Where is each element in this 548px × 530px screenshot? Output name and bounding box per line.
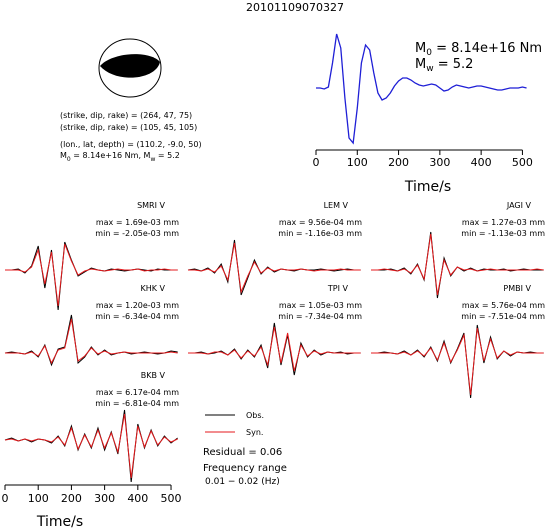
min-label: min = -6.81e-04 mm (95, 399, 179, 408)
mechanism-line: (strike, dip, rake) = (264, 47, 75) (60, 111, 192, 120)
max-label: max = 1.27e-03 mm (462, 218, 545, 227)
trace (188, 322, 361, 376)
text-part: = 5.2 (155, 151, 180, 160)
subscript: 0 (426, 48, 432, 58)
station-name: PMBI V (503, 284, 531, 293)
x-tick-label: 200 (388, 156, 409, 169)
text-part: M (415, 41, 426, 56)
text-part: = 8.14e+16 Nm (432, 41, 542, 56)
x-tick-label: 400 (127, 492, 148, 505)
min-label: min = -2.05e-03 mm (95, 229, 179, 238)
figure-title: 20101109070327 (246, 1, 344, 14)
station-name: LEM V (324, 201, 349, 210)
trace (316, 33, 527, 145)
mechanism-line: (strike, dip, rake) = (105, 45, 105) (60, 123, 197, 132)
x-tick-label: 300 (429, 156, 450, 169)
station-name: SMRI V (137, 201, 165, 210)
station-name: KHK V (140, 284, 165, 293)
trace (4, 413, 178, 479)
x-tick-label: 500 (512, 156, 533, 169)
mechanism-line: (lon., lat, depth) = (110.2, -9.0, 50) (60, 140, 202, 149)
min-label: min = -7.51e-04 mm (461, 312, 545, 321)
annotation: Mw = 5.2 (415, 57, 473, 74)
station-name: JAGI V (506, 201, 532, 210)
annotation: M0 = 8.14e+16 Nm (415, 41, 542, 58)
x-tick-label: 300 (94, 492, 115, 505)
x-axis-label: Time/s (404, 179, 451, 195)
max-label: max = 1.20e-03 mm (96, 301, 179, 310)
x-tick-label: 100 (28, 492, 49, 505)
x-tick-label: 500 (161, 492, 182, 505)
text-part: M (415, 57, 426, 72)
trace (5, 318, 178, 365)
x-tick-label: 100 (347, 156, 368, 169)
min-label: min = -1.13e-03 mm (461, 229, 545, 238)
trace (188, 242, 361, 294)
station-name: TPI V (327, 284, 349, 293)
trace (5, 243, 178, 307)
x-tick-label: 200 (61, 492, 82, 505)
legend-label: Obs. (246, 411, 264, 420)
trace (371, 233, 544, 296)
min-label: min = -6.34e-04 mm (95, 312, 179, 321)
min-label: min = -7.34e-04 mm (278, 312, 362, 321)
text-part: = 8.14e+16 Nm, M (71, 151, 151, 160)
min-label: min = -1.16e-03 mm (278, 229, 362, 238)
station-name: BKB V (141, 371, 166, 380)
trace (371, 327, 544, 396)
text-part: M (60, 151, 67, 160)
trace (188, 326, 361, 372)
residual: Residual = 0.06 (203, 447, 282, 458)
legend-label: Syn. (246, 428, 263, 437)
x-tick-label: 0 (2, 492, 9, 505)
annotation: M0 = 8.14e+16 Nm, Mw = 5.2 (60, 151, 180, 163)
trace (4, 314, 178, 367)
max-label: max = 5.76e-04 mm (462, 301, 545, 310)
x-axis-label: Time/s (36, 514, 83, 530)
subscript: w (426, 64, 433, 74)
text-part: = 5.2 (434, 57, 474, 72)
max-label: max = 1.69e-03 mm (96, 218, 179, 227)
trace (5, 241, 178, 311)
beachball (98, 38, 162, 98)
max-label: max = 9.56e-04 mm (279, 218, 362, 227)
subscript: w (150, 156, 155, 163)
frequency-title: Frequency range (203, 463, 287, 474)
frequency-range: 0.01 − 0.02 (Hz) (205, 477, 280, 487)
x-tick-label: 0 (313, 156, 320, 169)
x-tick-label: 400 (471, 156, 492, 169)
subscript: 0 (67, 156, 71, 163)
trace (371, 324, 544, 399)
max-label: max = 6.17e-04 mm (96, 388, 179, 397)
max-label: max = 1.05e-03 mm (279, 301, 362, 310)
